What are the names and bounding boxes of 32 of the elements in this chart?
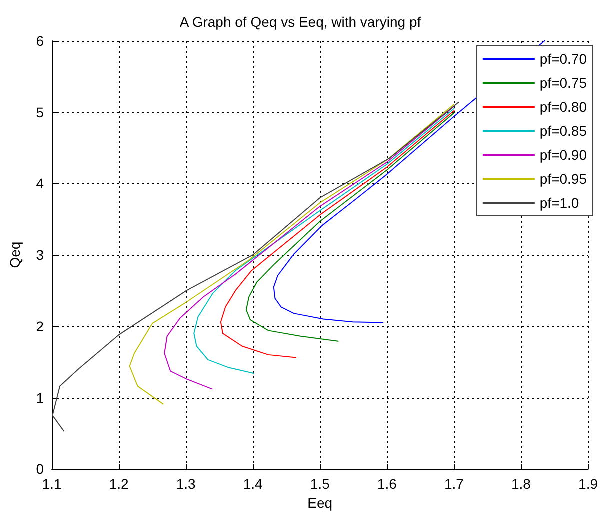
y-axis-title: Qeq xyxy=(7,242,23,268)
chart-title: A Graph of Qeq vs Eeq, with varying pf xyxy=(180,14,422,30)
legend-label: pf=0.70 xyxy=(540,51,588,67)
y-tick-label: 5 xyxy=(36,104,44,120)
legend-label: pf=0.85 xyxy=(540,123,588,139)
line-series xyxy=(52,102,460,432)
y-tick-label: 1 xyxy=(36,390,44,406)
line-series xyxy=(164,106,455,390)
legend-label: pf=0.80 xyxy=(540,99,588,115)
y-tick-label: 6 xyxy=(36,33,44,49)
x-axis-title: Eeq xyxy=(308,495,333,511)
y-tick-label: 3 xyxy=(36,247,44,264)
line-series xyxy=(194,108,455,374)
x-tick-label: 1.6 xyxy=(377,476,398,492)
line-series xyxy=(220,110,455,358)
y-tick-label: 0 xyxy=(36,461,44,478)
x-tick-label: 1.8 xyxy=(512,476,532,492)
y-tick-label: 4 xyxy=(36,176,44,192)
line-series xyxy=(129,104,455,405)
x-tick-label: 1.1 xyxy=(42,476,62,492)
x-tick-label: 1.5 xyxy=(310,476,330,492)
legend-label: pf=1.0 xyxy=(540,195,580,211)
x-tick-label: 1.4 xyxy=(243,476,264,492)
x-tick-label: 1.7 xyxy=(444,476,464,492)
x-tick-label: 1.3 xyxy=(176,476,196,492)
legend-label: pf=0.95 xyxy=(540,171,588,187)
y-tick-label: 2 xyxy=(36,318,44,334)
x-tick-label: 1.9 xyxy=(578,476,598,492)
legend-label: pf=0.90 xyxy=(540,147,588,163)
line-series xyxy=(246,112,455,342)
legend-label: pf=0.75 xyxy=(540,75,588,91)
x-tick-label: 1.2 xyxy=(109,476,129,492)
